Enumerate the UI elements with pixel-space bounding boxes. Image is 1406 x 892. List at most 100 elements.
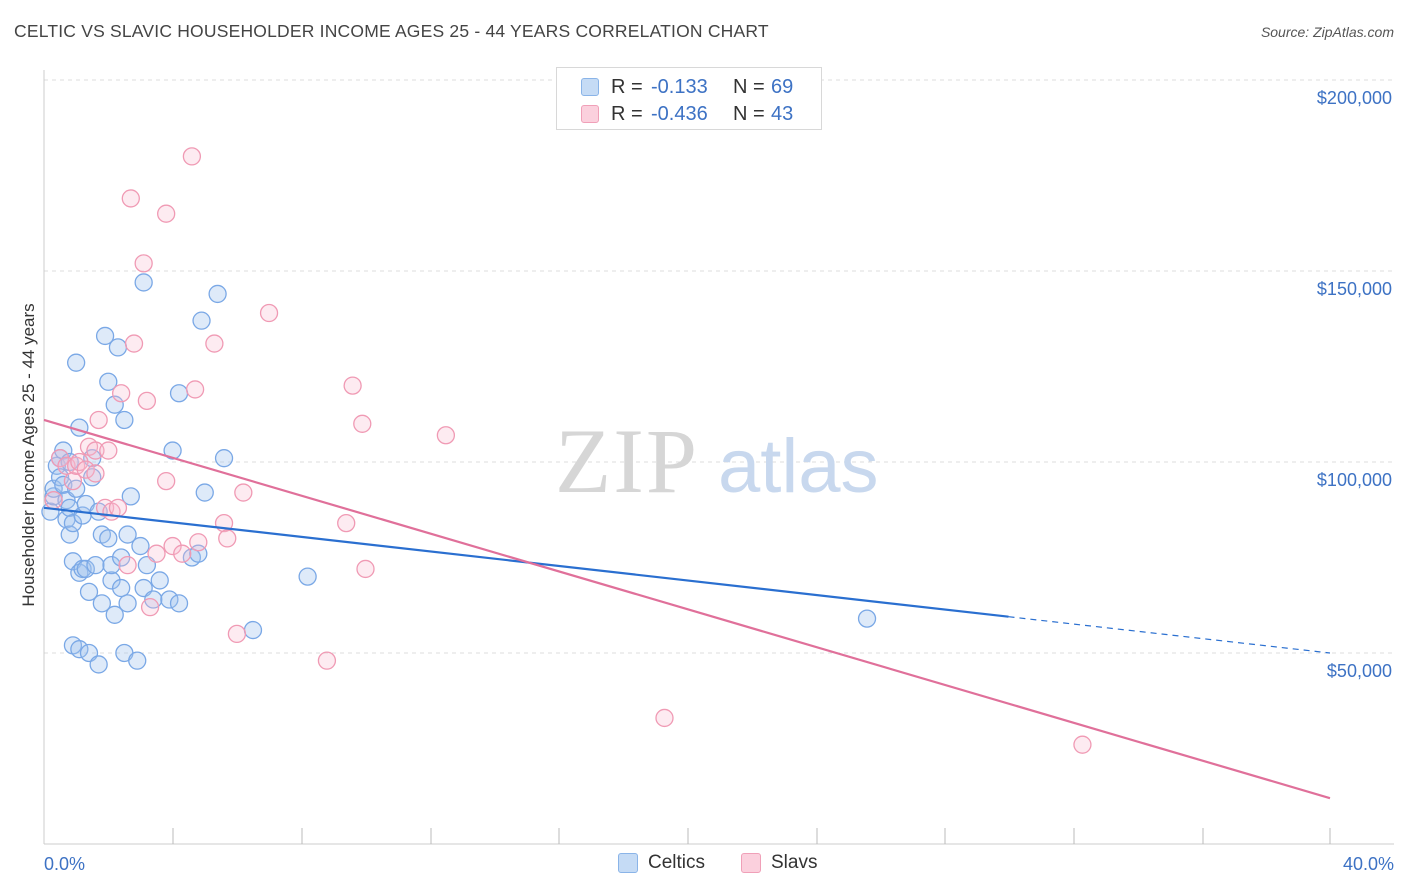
slavs-point <box>259 303 279 323</box>
celtics-point <box>150 571 169 590</box>
slavs-legend-label: Slavs <box>771 852 818 873</box>
celtics-point <box>298 567 317 586</box>
celtics-r-label: R = <box>611 75 643 98</box>
slavs-point <box>86 441 105 460</box>
trend-layer <box>43 418 1331 800</box>
slavs-point <box>108 498 128 517</box>
x-tick-label-min: 0.0% <box>44 854 85 874</box>
slavs-point <box>343 376 362 395</box>
celtics-point <box>105 605 124 624</box>
celtics-point <box>134 273 153 292</box>
celtics-point <box>160 590 179 609</box>
slavs-point <box>76 460 95 479</box>
slavs-n-label: N = <box>733 102 765 125</box>
slavs-trendline <box>43 418 1331 800</box>
celtics-n-value: 69 <box>771 75 794 98</box>
slavs-point <box>124 334 144 353</box>
watermark-zip: ZIP <box>555 410 699 512</box>
slavs-point <box>317 651 337 670</box>
slavs-point <box>234 483 253 502</box>
celtics-n-label: N = <box>733 75 765 98</box>
slavs-point <box>99 441 118 460</box>
celtics-legend-label: Celtics <box>648 852 706 873</box>
celtics-point <box>857 609 877 628</box>
slavs-point <box>173 544 192 563</box>
celtics-point <box>89 655 108 674</box>
celtics-point <box>70 640 89 659</box>
slavs-point <box>337 513 356 533</box>
slavs-point <box>118 555 137 575</box>
celtics-point <box>99 529 118 548</box>
y-tick-label: $200,000 <box>1317 88 1392 108</box>
watermark: ZIP atlas <box>555 410 879 512</box>
legend-item-celtics[interactable]: Celtics <box>618 852 705 874</box>
celtics-r-value: -0.133 <box>651 75 708 98</box>
slavs-point <box>655 708 674 728</box>
slavs-r-value: -0.436 <box>651 102 708 125</box>
y-axis-label: Householder Income Ages 25 - 44 years <box>19 303 38 606</box>
celtics-point <box>79 582 99 602</box>
celtics-point <box>128 651 147 670</box>
slavs-point <box>227 624 247 644</box>
slavs-point <box>44 491 63 510</box>
slavs-point <box>157 471 176 491</box>
slavs-point <box>185 380 205 399</box>
celtics-point <box>102 571 121 590</box>
celtics-point <box>105 395 124 414</box>
celtics-point <box>86 555 105 575</box>
slavs-n-value: 43 <box>771 102 794 125</box>
x-tick-label-max: 40.0% <box>1343 854 1394 874</box>
celtics-point <box>112 578 131 598</box>
celtics-point <box>115 410 134 430</box>
slavs-point <box>353 414 372 433</box>
celtics-point <box>214 449 234 468</box>
slavs-point <box>140 598 160 617</box>
slavs-point <box>189 533 208 552</box>
celtics-point <box>102 555 121 575</box>
legend-row-slavs: R = -0.436 N = 43 <box>581 101 793 127</box>
legend-item-slavs[interactable]: Slavs <box>741 852 817 874</box>
celtics-point <box>118 594 137 613</box>
points-layer <box>41 147 1092 754</box>
celtics-point <box>192 311 211 330</box>
y-tick-label: $150,000 <box>1317 279 1392 299</box>
y-tick-label: $100,000 <box>1317 470 1392 490</box>
slavs-r-label: R = <box>611 102 643 125</box>
celtics-point <box>60 525 79 544</box>
slavs-point <box>436 426 456 445</box>
celtics-point <box>243 620 263 640</box>
celtics-point <box>76 559 95 579</box>
celtics-legend-swatch <box>618 853 638 873</box>
slavs-point <box>147 544 166 563</box>
slavs-point <box>63 471 83 491</box>
slavs-point <box>86 464 105 483</box>
slavs-point <box>163 536 182 556</box>
slavs-point <box>137 391 157 411</box>
slavs-point <box>356 559 375 579</box>
legend-row-celtics: R = -0.133 N = 69 <box>581 74 793 100</box>
chart-title: CELTIC VS SLAVIC HOUSEHOLDER INCOME AGES… <box>14 21 769 41</box>
y-tick-label: $50,000 <box>1327 661 1392 681</box>
slavs-point <box>121 189 140 208</box>
chart-source: Source: ZipAtlas.com <box>1260 24 1394 40</box>
series-legend: Celtics Slavs <box>0 852 1406 878</box>
watermark-atlas: atlas <box>718 424 879 509</box>
celtics-point <box>118 525 137 544</box>
celtics-point <box>108 338 128 357</box>
celtics-point <box>208 284 227 304</box>
celtics-point <box>92 594 112 613</box>
celtics-trendline-extension <box>1008 616 1331 654</box>
celtics-point <box>121 487 140 506</box>
celtics-point <box>169 594 189 613</box>
slavs-swatch <box>581 105 599 123</box>
celtics-point <box>169 384 189 403</box>
slavs-point <box>89 410 108 430</box>
celtics-point <box>131 536 150 556</box>
slavs-point <box>1073 735 1092 754</box>
slavs-point <box>205 334 224 353</box>
slavs-point <box>157 204 176 223</box>
slavs-point <box>218 529 237 548</box>
slavs-point <box>134 254 153 273</box>
stats-legend: R = -0.133 N = 69 R = -0.436 N = 43 <box>556 67 822 130</box>
slavs-point <box>182 147 202 166</box>
